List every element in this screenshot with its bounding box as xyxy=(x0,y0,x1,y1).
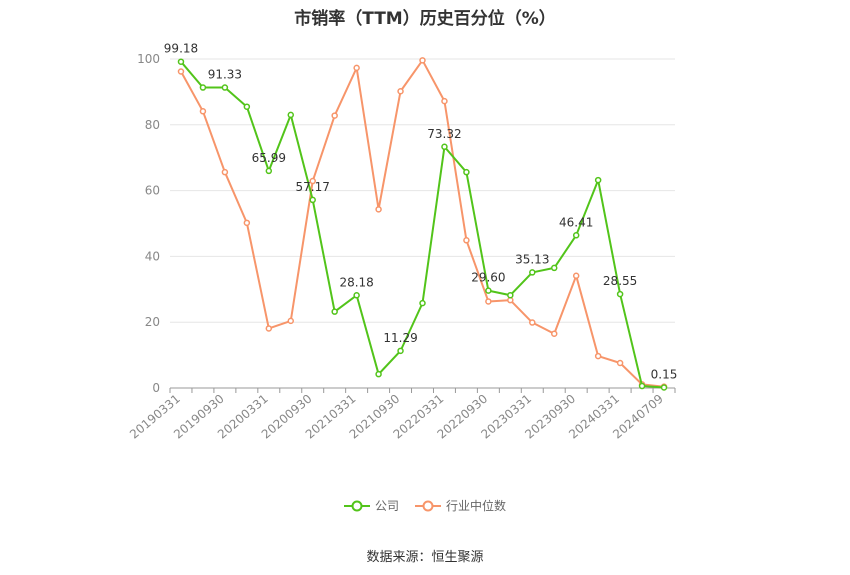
data-point xyxy=(529,269,536,276)
data-label: 65.99 xyxy=(252,151,286,165)
legend-marker-industry-median xyxy=(415,500,441,511)
data-point xyxy=(616,359,624,367)
y-tick-label: 0 xyxy=(152,381,160,395)
data-label: 73.32 xyxy=(427,127,461,141)
data-point xyxy=(265,325,273,332)
data-label: 35.13 xyxy=(515,252,549,266)
data-point xyxy=(485,287,492,294)
data-point xyxy=(594,176,602,184)
legend-item-industry-median[interactable]: 行业中位数 xyxy=(415,497,506,514)
data-point xyxy=(265,167,273,175)
legend-label-company: 公司 xyxy=(374,499,399,513)
data-point xyxy=(463,237,470,244)
data-point xyxy=(243,219,251,227)
data-point xyxy=(594,352,602,360)
data-point xyxy=(550,264,558,272)
data-point xyxy=(287,111,295,119)
y-tick-label: 60 xyxy=(145,184,160,198)
data-point xyxy=(572,232,580,239)
y-tick-label: 80 xyxy=(145,118,160,132)
data-label: 46.41 xyxy=(559,215,593,229)
legend-item-company[interactable]: 公司 xyxy=(343,497,399,514)
data-point xyxy=(221,84,229,91)
data-point xyxy=(375,206,382,213)
data-label: 29.60 xyxy=(471,271,505,285)
data-point xyxy=(243,103,251,110)
data-point xyxy=(177,68,185,75)
y-tick-label: 40 xyxy=(145,249,160,263)
data-point xyxy=(331,112,338,119)
data-point xyxy=(419,299,426,307)
data-point xyxy=(616,290,624,298)
data-point xyxy=(287,317,295,325)
data-point xyxy=(397,87,404,95)
data-label: 91.33 xyxy=(208,68,242,82)
data-point xyxy=(485,298,492,305)
data-point xyxy=(309,196,316,204)
data-point xyxy=(550,330,558,337)
data-point xyxy=(397,347,404,355)
source-note: 数据来源：恒生聚源 xyxy=(366,550,484,565)
data-point xyxy=(529,319,536,326)
data-label: 0.15 xyxy=(651,368,678,382)
legend-label-industry-median: 行业中位数 xyxy=(446,499,507,513)
data-label: 28.18 xyxy=(339,275,373,289)
data-point xyxy=(221,168,229,176)
data-label: 99.18 xyxy=(164,42,198,56)
legend-marker-company xyxy=(343,500,370,511)
data-point xyxy=(441,97,448,105)
data-point xyxy=(199,108,207,115)
data-point xyxy=(309,177,316,185)
data-point xyxy=(199,84,207,91)
data-label: 57.17 xyxy=(296,180,330,194)
data-point xyxy=(572,272,580,280)
data-point xyxy=(660,384,668,391)
data-point xyxy=(419,57,426,64)
y-tick-label: 20 xyxy=(145,315,160,329)
data-label: 28.55 xyxy=(603,274,637,288)
legend: 公司 行业中位数 xyxy=(0,497,850,514)
data-point xyxy=(353,292,360,299)
data-point xyxy=(507,291,514,299)
y-tick-label: 100 xyxy=(137,52,160,66)
data-point xyxy=(353,64,360,72)
data-point xyxy=(638,382,646,390)
data-label: 11.29 xyxy=(383,331,417,345)
data-point xyxy=(331,308,338,315)
data-point xyxy=(177,58,185,65)
chart-title: 市销率（TTM）历史百分位（%） xyxy=(294,9,556,29)
data-point xyxy=(441,143,448,151)
data-point xyxy=(463,168,470,176)
data-point xyxy=(375,370,382,378)
